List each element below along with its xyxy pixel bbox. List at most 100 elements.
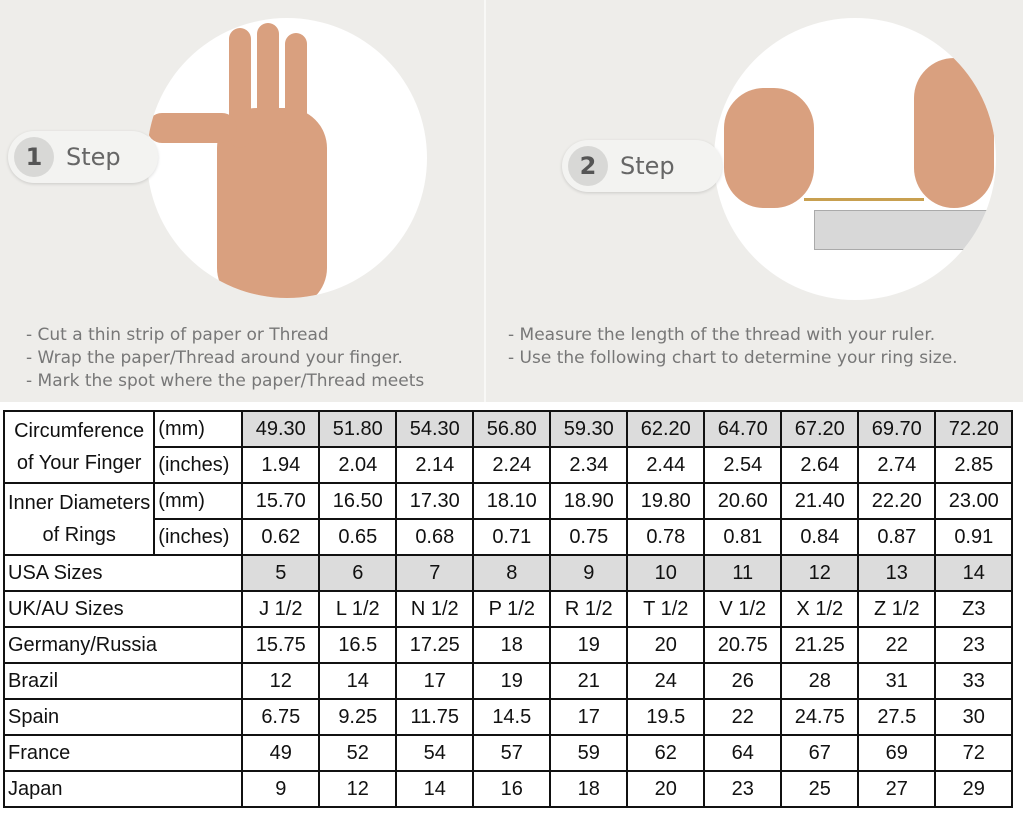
table-row: Spain 6.75 9.25 11.75 14.5 17 19.5 22 24.75 27.5 3… (2, 698, 1014, 736)
size-cell: 59 (549, 734, 629, 772)
size-cell: 2.24 (472, 446, 552, 484)
size-cell: 14.5 (472, 698, 552, 736)
size-cell: 0.62 (241, 518, 321, 556)
unit-label: (mm) (153, 482, 244, 520)
size-cell: 22 (857, 626, 937, 664)
size-cell: 17.30 (395, 482, 475, 520)
size-cell: 30 (934, 698, 1014, 736)
size-cell: 21 (549, 662, 629, 700)
table-row: Circumference of Your Finger (mm) 49.30 51.8… (2, 410, 1014, 484)
size-cell: 54.30 (395, 410, 475, 448)
size-cell: 2.04 (318, 446, 398, 484)
size-cell: 17.25 (395, 626, 475, 664)
size-cell: 27.5 (857, 698, 937, 736)
bullet: - Use the following chart to determine y… (508, 348, 958, 368)
size-cell: 0.75 (549, 518, 629, 556)
size-cell: 51.80 (318, 410, 398, 448)
size-cell: 17 (549, 698, 629, 736)
hand-photo (147, 18, 427, 298)
size-cell: 31 (857, 662, 937, 700)
table-row: UK/AU Sizes J 1/2 L 1/2 N 1/2 P 1/2 R 1/2 T 1/… (2, 590, 1014, 628)
size-cell: 20 (626, 626, 706, 664)
size-cell: 27 (857, 770, 937, 808)
size-cell: 22 (703, 698, 783, 736)
size-cell: 2.64 (780, 446, 860, 484)
row-label: Circumference of Your Finger (2, 410, 156, 484)
row-label: UK/AU Sizes (2, 590, 244, 628)
size-cell: L 1/2 (318, 590, 398, 628)
size-cell: 62 (626, 734, 706, 772)
size-cell: 72 (934, 734, 1014, 772)
size-cell: 69 (857, 734, 937, 772)
size-cell: 12 (780, 554, 860, 592)
instructions-panel: 1 Step - Cut a thin strip of paper or Th… (0, 0, 1023, 402)
size-cell: 33 (934, 662, 1014, 700)
size-cell: Z 1/2 (857, 590, 937, 628)
size-cell: 11 (703, 554, 783, 592)
size-cell: 0.91 (934, 518, 1014, 556)
size-cell: 56.80 (472, 410, 552, 448)
size-cell: 8 (472, 554, 552, 592)
size-cell: 62.20 (626, 410, 706, 448)
group-label: of Rings (42, 524, 116, 546)
size-cell: 11.75 (395, 698, 475, 736)
table-row: France 49 52 54 57 59 62 64 67 69 72 (2, 734, 1014, 772)
size-cell: 7 (395, 554, 475, 592)
size-cell: 64 (703, 734, 783, 772)
size-cell: 2.85 (934, 446, 1014, 484)
size-cell: 2.14 (395, 446, 475, 484)
size-cell: 1.94 (241, 446, 321, 484)
size-cell: 12 (318, 770, 398, 808)
divider (484, 0, 486, 402)
step-1-badge: 1 Step (8, 131, 158, 183)
size-cell: 6 (318, 554, 398, 592)
size-cell: 23 (934, 626, 1014, 664)
bullet: - Measure the length of the thread with … (508, 325, 936, 345)
size-cell: 52 (318, 734, 398, 772)
size-cell: 21.25 (780, 626, 860, 664)
size-cell: 15.70 (241, 482, 321, 520)
size-cell: 69.70 (857, 410, 937, 448)
size-cell: 19.5 (626, 698, 706, 736)
step-2-badge: 2 Step (562, 140, 722, 192)
row-label: Japan (2, 770, 244, 808)
size-cell: 0.81 (703, 518, 783, 556)
size-cell: 67.20 (780, 410, 860, 448)
size-cell: 0.68 (395, 518, 475, 556)
size-cell: J 1/2 (241, 590, 321, 628)
size-cell: 5 (241, 554, 321, 592)
bullet: - Mark the spot where the paper/Thread m… (26, 371, 425, 391)
size-cell: Z3 (934, 590, 1014, 628)
step-label: Step (620, 152, 675, 180)
unit-label: (inches) (153, 446, 244, 484)
size-cell: 2.44 (626, 446, 706, 484)
size-cell: T 1/2 (626, 590, 706, 628)
size-cell: 0.78 (626, 518, 706, 556)
size-cell: 23.00 (934, 482, 1014, 520)
size-cell: 25 (780, 770, 860, 808)
size-cell: 13 (857, 554, 937, 592)
size-cell: 18 (549, 770, 629, 808)
size-cell: 9 (241, 770, 321, 808)
group-label: Inner Diameters (8, 492, 151, 514)
row-label: Spain (2, 698, 244, 736)
bullet: - Cut a thin strip of paper or Thread (26, 325, 329, 345)
table-row: USA Sizes 5 6 7 8 9 10 11 12 13 14 (2, 554, 1014, 592)
size-cell: 18.90 (549, 482, 629, 520)
table-row: Germany/Russia 15.75 16.5 17.25 18 19 20 20.75 2… (2, 626, 1014, 664)
size-cell: 2.54 (703, 446, 783, 484)
group-label: Circumference (14, 420, 145, 442)
row-label: Brazil (2, 662, 244, 700)
size-cell: 29 (934, 770, 1014, 808)
size-cell: 19.80 (626, 482, 706, 520)
size-cell: 67 (780, 734, 860, 772)
size-cell: R 1/2 (549, 590, 629, 628)
group-label: of Your Finger (16, 452, 142, 474)
table-row: Inner Diameters of Rings (mm) 15.70 16.50 17.… (2, 482, 1014, 556)
size-cell: 6.75 (241, 698, 321, 736)
size-cell: 20 (626, 770, 706, 808)
size-cell: V 1/2 (703, 590, 783, 628)
size-cell: 9.25 (318, 698, 398, 736)
step-1-instructions: - Cut a thin strip of paper or Thread - … (26, 324, 424, 393)
table-row: Japan 9 12 14 16 18 20 23 25 27 29 (2, 770, 1014, 808)
